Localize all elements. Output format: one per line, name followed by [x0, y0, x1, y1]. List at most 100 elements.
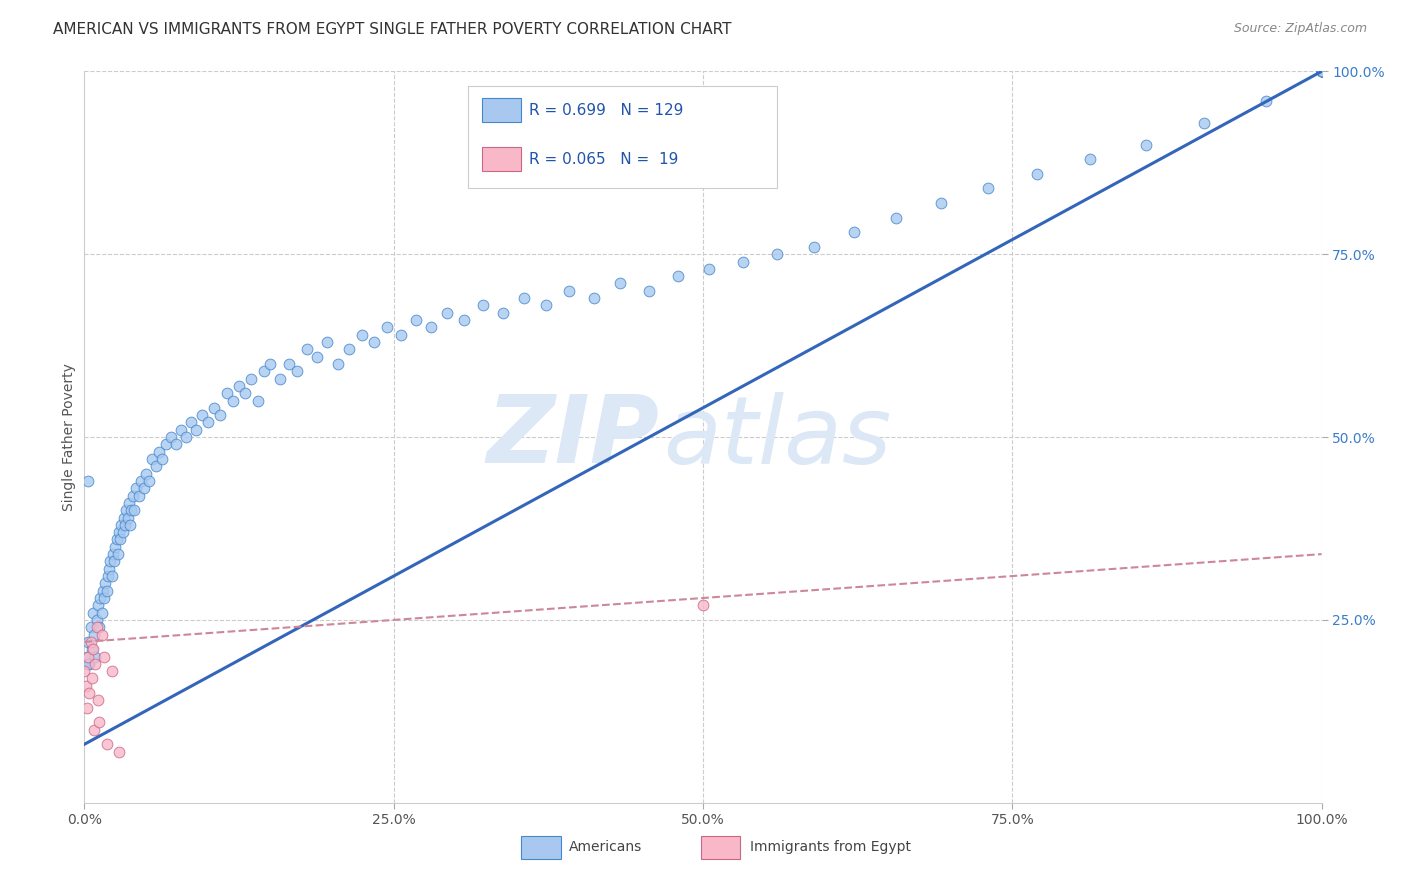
Point [93, 591, 115, 605]
Point [110, 533, 132, 547]
Text: Americans: Americans [569, 839, 643, 854]
Point [82, 642, 104, 657]
Point [79, 686, 101, 700]
Point [1310, 64, 1333, 78]
Point [228, 379, 250, 393]
Point [1310, 64, 1333, 78]
Point [100, 569, 122, 583]
Point [1310, 64, 1333, 78]
Point [277, 357, 299, 371]
Point [115, 503, 138, 517]
Point [697, 261, 720, 276]
Point [84, 649, 107, 664]
Point [97, 569, 120, 583]
Point [138, 474, 160, 488]
Point [1135, 137, 1157, 152]
Point [471, 298, 494, 312]
Point [110, 517, 132, 532]
Point [98, 562, 121, 576]
Point [1310, 64, 1333, 78]
Point [1310, 64, 1333, 78]
Point [79, 657, 101, 671]
Point [86, 613, 108, 627]
Point [86, 620, 108, 634]
Point [129, 474, 152, 488]
Point [117, 510, 139, 524]
Point [1078, 152, 1101, 166]
Point [222, 393, 245, 408]
Point [141, 452, 163, 467]
Point [1310, 64, 1333, 78]
Point [89, 591, 111, 605]
Point [125, 481, 148, 495]
Point [1310, 64, 1333, 78]
Point [558, 284, 581, 298]
Point [295, 343, 318, 357]
Point [184, 423, 207, 437]
Point [259, 357, 281, 371]
Point [120, 517, 142, 532]
Point [155, 437, 177, 451]
Point [326, 357, 349, 371]
Point [285, 364, 308, 378]
Point [233, 386, 256, 401]
Point [170, 423, 193, 437]
Point [180, 416, 202, 430]
Point [389, 327, 412, 342]
Point [160, 430, 183, 444]
Point [91, 583, 114, 598]
Point [83, 627, 105, 641]
Point [253, 364, 276, 378]
Point [197, 416, 219, 430]
Point [803, 240, 825, 254]
Point [209, 408, 232, 422]
Text: R = 0.065   N =  19: R = 0.065 N = 19 [529, 152, 678, 167]
Text: atlas: atlas [664, 392, 891, 483]
Point [884, 211, 907, 225]
Point [77, 474, 100, 488]
Point [73, 664, 96, 678]
Point [202, 401, 225, 415]
Point [121, 489, 143, 503]
Point [1310, 64, 1333, 78]
Point [534, 298, 557, 312]
Point [246, 393, 269, 408]
Point [145, 459, 167, 474]
Point [87, 599, 110, 613]
Point [731, 254, 754, 268]
Point [350, 327, 373, 342]
Point [1310, 64, 1333, 78]
Point [363, 334, 385, 349]
Point [120, 503, 142, 517]
Point [842, 225, 865, 239]
Point [512, 291, 534, 305]
Point [79, 620, 101, 634]
FancyBboxPatch shape [481, 147, 522, 171]
Point [80, 672, 103, 686]
Point [112, 510, 135, 524]
Point [87, 693, 110, 707]
Point [692, 599, 714, 613]
Point [1254, 94, 1277, 108]
Text: Immigrants from Egypt: Immigrants from Egypt [749, 839, 911, 854]
Point [148, 444, 170, 458]
Point [108, 745, 131, 759]
Point [1310, 64, 1333, 78]
Point [377, 320, 399, 334]
Point [419, 320, 441, 334]
Point [107, 547, 129, 561]
FancyBboxPatch shape [468, 86, 778, 188]
Point [976, 181, 998, 195]
Point [96, 583, 118, 598]
Point [1310, 64, 1333, 78]
Text: R = 0.699   N = 129: R = 0.699 N = 129 [529, 103, 683, 118]
Point [666, 269, 689, 284]
Point [98, 554, 121, 568]
Point [315, 334, 337, 349]
Point [929, 196, 952, 211]
FancyBboxPatch shape [522, 836, 561, 859]
Point [94, 576, 117, 591]
Point [150, 452, 173, 467]
Point [583, 291, 606, 305]
Point [1310, 64, 1333, 78]
